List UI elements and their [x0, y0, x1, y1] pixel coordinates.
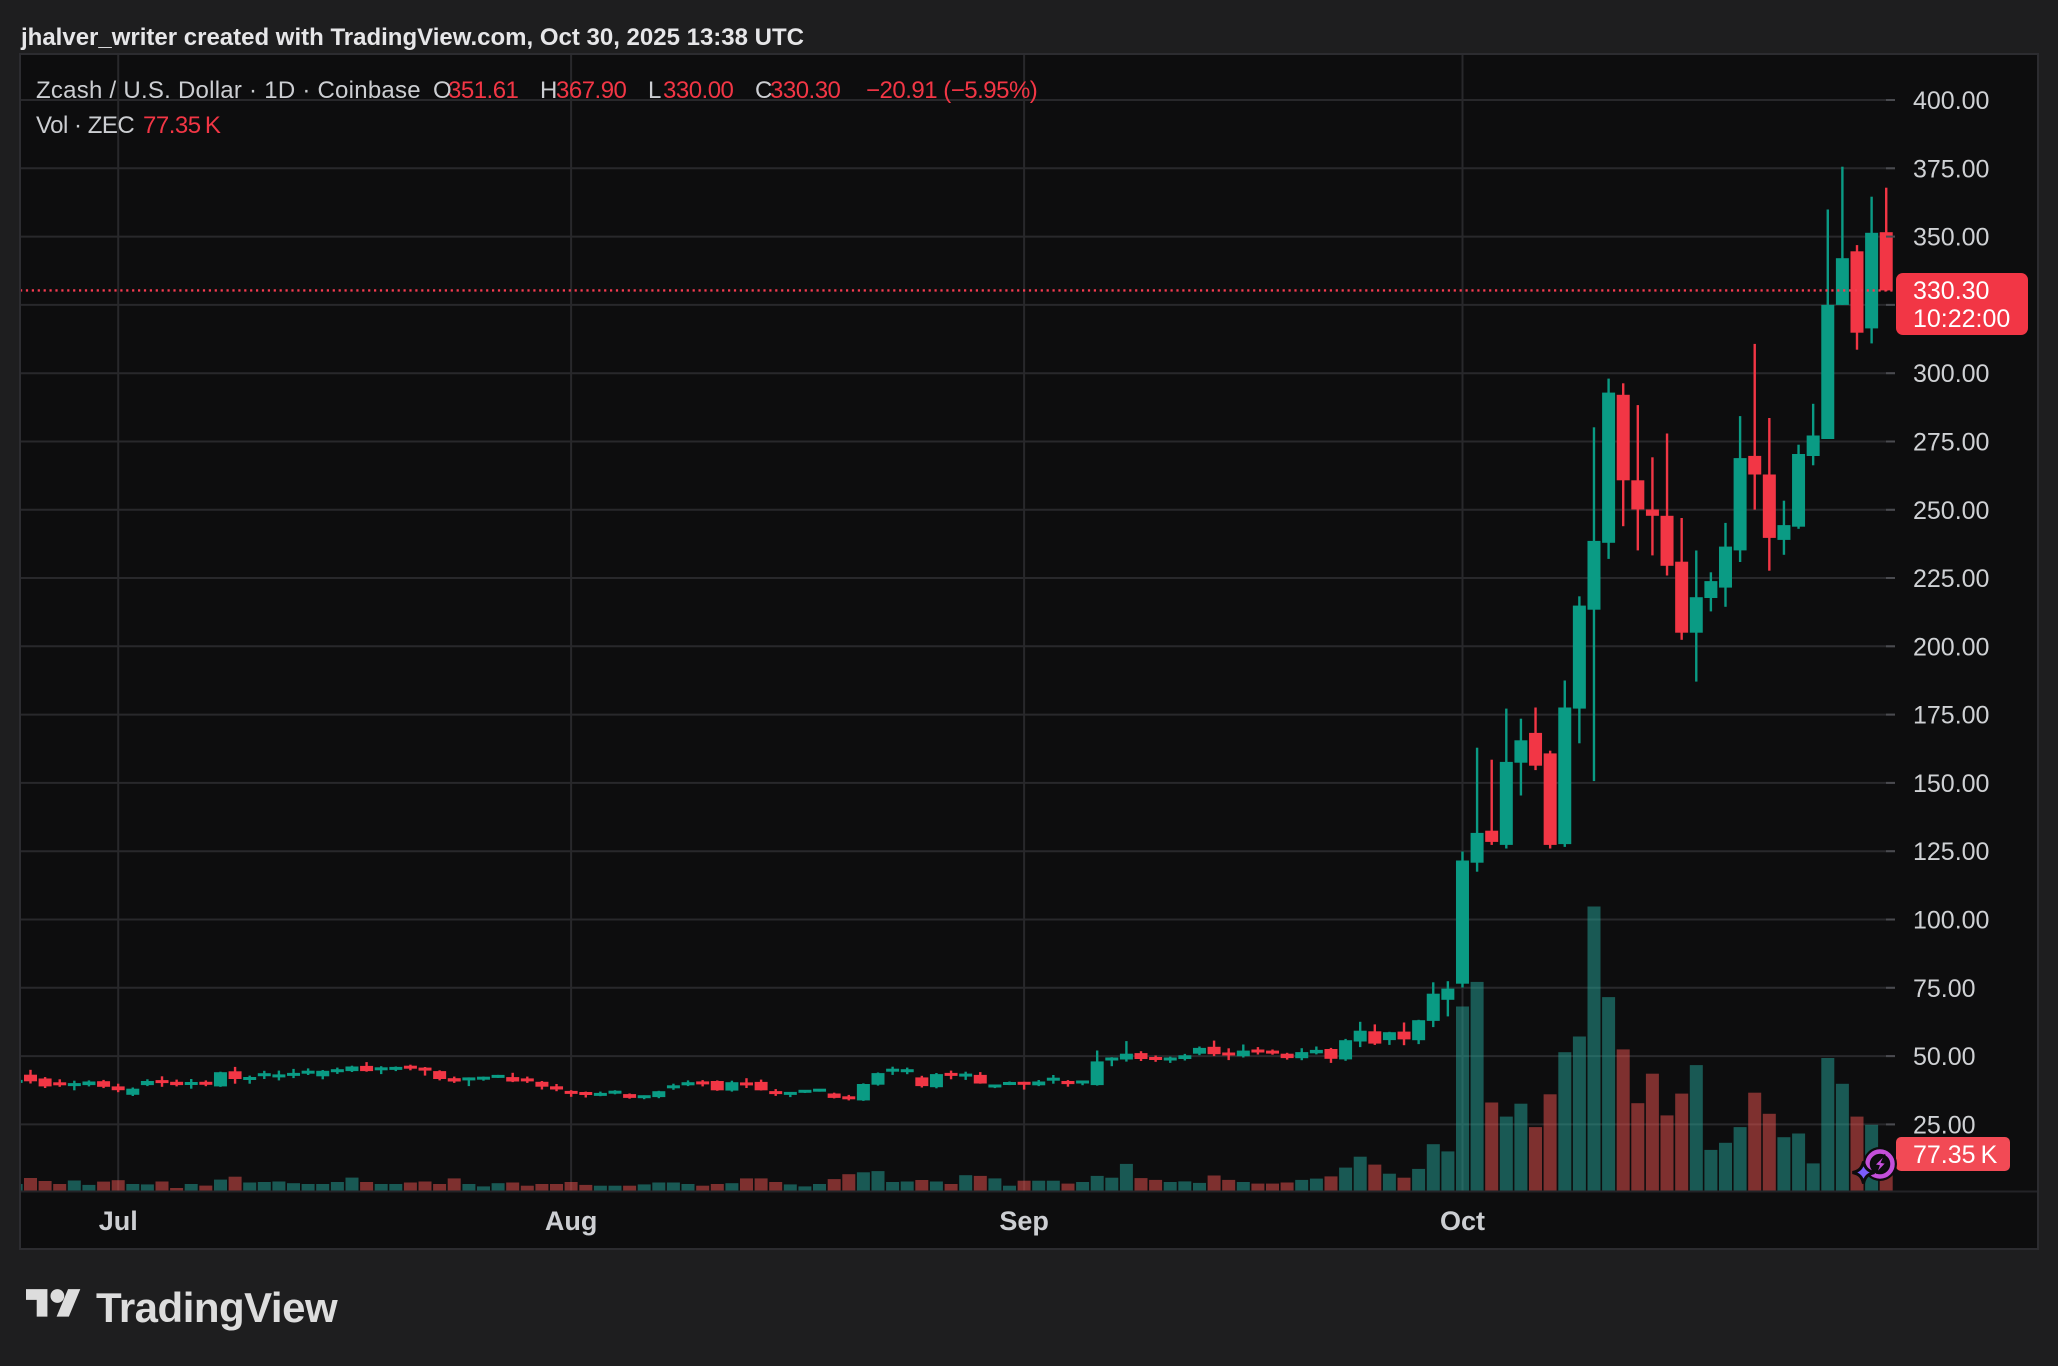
svg-text:Sep: Sep: [999, 1206, 1049, 1236]
svg-text:Vol · ZEC: Vol · ZEC: [36, 112, 134, 139]
svg-text:300.00: 300.00: [1913, 360, 1989, 388]
svg-text:H: H: [540, 77, 557, 104]
svg-text:jhalver_writer created with Tr: jhalver_writer created with TradingView.…: [20, 24, 804, 51]
svg-text:100.00: 100.00: [1913, 907, 1989, 935]
svg-text:77.35 K: 77.35 K: [1913, 1141, 1998, 1169]
svg-text:275.00: 275.00: [1913, 429, 1989, 457]
svg-text:Aug: Aug: [545, 1206, 597, 1236]
svg-text:330.00: 330.00: [663, 77, 734, 104]
svg-text:175.00: 175.00: [1913, 702, 1989, 730]
svg-text:25.00: 25.00: [1913, 1111, 1976, 1139]
svg-text:77.35 K: 77.35 K: [143, 112, 221, 139]
svg-text:L: L: [648, 77, 661, 104]
svg-text:375.00: 375.00: [1913, 155, 1989, 183]
svg-text:TradingView: TradingView: [96, 1284, 338, 1331]
svg-text:250.00: 250.00: [1913, 497, 1989, 525]
svg-text:350.00: 350.00: [1913, 224, 1989, 252]
svg-text:351.61: 351.61: [448, 77, 519, 104]
svg-text:Zcash / U.S. Dollar · 1D · Coi: Zcash / U.S. Dollar · 1D · Coinbase: [36, 77, 421, 104]
svg-text:10:22:00: 10:22:00: [1913, 305, 2010, 333]
svg-text:225.00: 225.00: [1913, 565, 1989, 593]
svg-text:C: C: [755, 77, 772, 104]
svg-text:−20.91 (−5.95%): −20.91 (−5.95%): [866, 77, 1037, 104]
svg-text:200.00: 200.00: [1913, 633, 1989, 661]
svg-text:50.00: 50.00: [1913, 1043, 1976, 1071]
svg-text:125.00: 125.00: [1913, 838, 1989, 866]
svg-text:330.30: 330.30: [770, 77, 841, 104]
svg-text:367.90: 367.90: [556, 77, 627, 104]
svg-text:330.30: 330.30: [1913, 277, 1989, 305]
svg-text:75.00: 75.00: [1913, 975, 1976, 1003]
svg-text:Jul: Jul: [99, 1206, 138, 1236]
svg-text:400.00: 400.00: [1913, 87, 1989, 115]
svg-text:150.00: 150.00: [1913, 770, 1989, 798]
svg-text:O: O: [433, 77, 451, 104]
svg-text:Oct: Oct: [1440, 1206, 1485, 1236]
